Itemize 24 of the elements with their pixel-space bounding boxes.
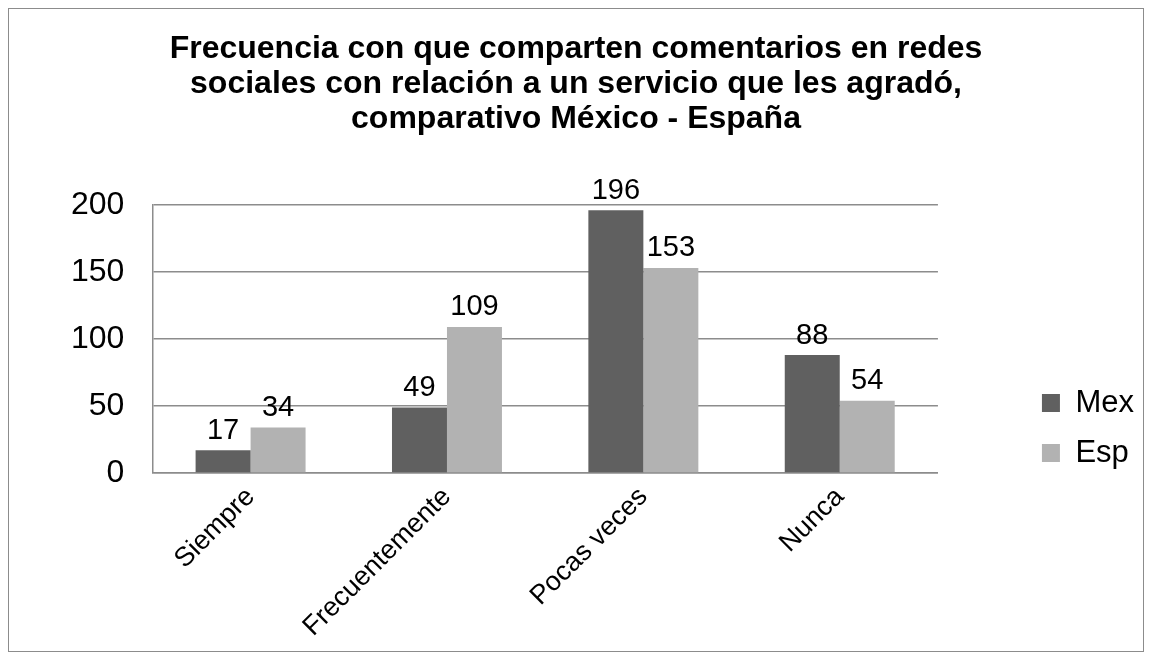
data-label: 54 — [851, 363, 884, 396]
bar — [588, 210, 644, 473]
y-tick-label: 150 — [71, 251, 125, 288]
data-label: 49 — [403, 369, 436, 402]
legend-label: Esp — [1075, 433, 1129, 469]
y-tick-label: 0 — [106, 452, 125, 489]
y-tick-label: 200 — [71, 184, 125, 221]
y-tick-label: 50 — [88, 385, 125, 422]
bar — [250, 427, 306, 473]
data-label: 34 — [261, 390, 295, 422]
data-label: 109 — [450, 289, 499, 322]
y-tick-label: 100 — [71, 318, 125, 355]
chart-title: Frecuencia con que comparten comentarios en redes sociales con relación a un servicio que les agradó, comparativo México - España — [168, 29, 984, 135]
data-label: 153 — [646, 230, 696, 263]
bar — [643, 268, 699, 473]
data-label: 196 — [591, 172, 641, 205]
bar — [446, 326, 502, 473]
bar — [839, 400, 895, 473]
data-label: 17 — [206, 412, 240, 445]
bar — [391, 407, 447, 473]
data-label: 88 — [796, 317, 829, 350]
legend-label: Mex — [1075, 383, 1135, 419]
bar — [784, 355, 840, 473]
bar — [195, 450, 251, 473]
